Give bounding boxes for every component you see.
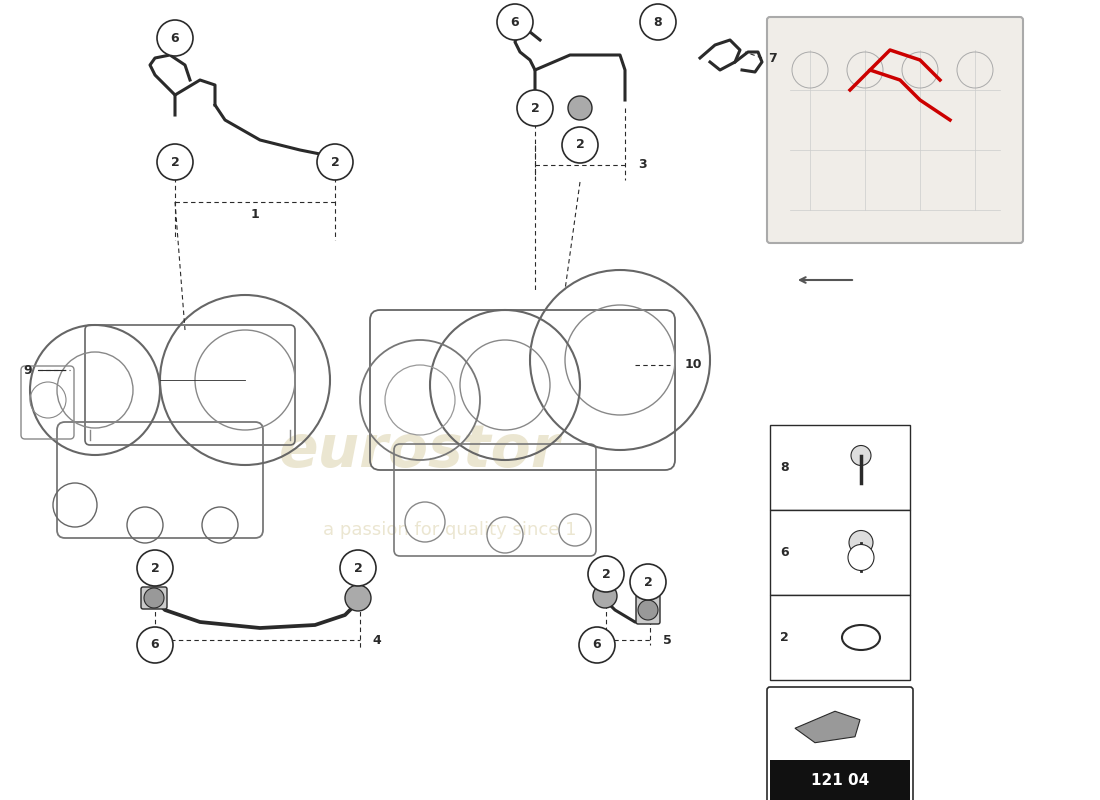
Circle shape	[849, 530, 873, 554]
Circle shape	[579, 627, 615, 663]
Text: a passion for quality since 1: a passion for quality since 1	[323, 521, 576, 539]
Circle shape	[497, 4, 534, 40]
Text: 6: 6	[151, 638, 160, 651]
Circle shape	[317, 144, 353, 180]
Circle shape	[138, 627, 173, 663]
Bar	[770, 595, 910, 680]
Text: 2: 2	[151, 562, 160, 574]
Text: 6: 6	[510, 15, 519, 29]
FancyBboxPatch shape	[767, 17, 1023, 243]
Bar	[770, 425, 910, 510]
Circle shape	[640, 4, 676, 40]
Text: 2: 2	[530, 102, 539, 114]
FancyBboxPatch shape	[767, 687, 913, 800]
FancyBboxPatch shape	[636, 595, 660, 624]
Text: eurostor: eurostor	[279, 422, 561, 478]
Text: 2: 2	[602, 567, 610, 581]
Text: 6: 6	[780, 546, 789, 559]
Circle shape	[593, 584, 617, 608]
Circle shape	[345, 585, 371, 611]
Polygon shape	[795, 711, 860, 742]
Text: 2: 2	[780, 631, 789, 644]
Text: 5: 5	[663, 634, 672, 646]
Circle shape	[340, 550, 376, 586]
Text: 10: 10	[685, 358, 703, 371]
Text: 6: 6	[593, 638, 602, 651]
Bar	[770, 510, 910, 595]
Text: 2: 2	[644, 575, 652, 589]
Text: 9: 9	[24, 363, 32, 377]
Text: 8: 8	[653, 15, 662, 29]
Circle shape	[138, 550, 173, 586]
Circle shape	[157, 20, 192, 56]
Text: 2: 2	[170, 155, 179, 169]
Circle shape	[630, 564, 666, 600]
Text: 2: 2	[353, 562, 362, 574]
Text: 121 04: 121 04	[811, 773, 869, 787]
FancyBboxPatch shape	[141, 587, 167, 609]
Circle shape	[588, 556, 624, 592]
Circle shape	[851, 446, 871, 466]
Text: 6: 6	[170, 31, 179, 45]
Text: 4: 4	[372, 634, 381, 646]
Text: 8: 8	[780, 461, 789, 474]
Circle shape	[144, 588, 164, 608]
Text: 7: 7	[768, 51, 777, 65]
Circle shape	[568, 96, 592, 120]
Circle shape	[157, 144, 192, 180]
Circle shape	[848, 545, 874, 570]
Circle shape	[562, 127, 598, 163]
Text: 2: 2	[331, 155, 340, 169]
Bar	[770, 760, 910, 800]
Circle shape	[517, 90, 553, 126]
Text: 1: 1	[251, 208, 260, 221]
Circle shape	[323, 150, 346, 174]
Text: 2: 2	[575, 138, 584, 151]
Circle shape	[638, 600, 658, 620]
Text: 3: 3	[638, 158, 647, 171]
